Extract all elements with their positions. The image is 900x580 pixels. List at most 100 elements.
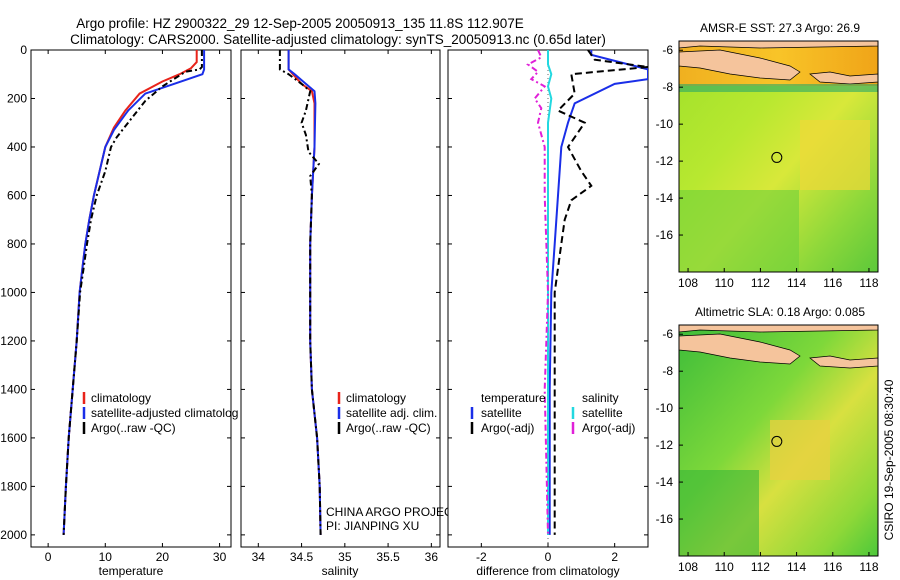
legend-label-temp-satellite: satellite [481,406,522,420]
xtick-label: 10 [99,550,113,564]
sst-warm-patch [800,120,870,190]
legend-label-temp-argo: Argo(-adj) [481,421,534,435]
panel-temperature-frame [30,49,232,548]
map-ytick-label: -8 [662,364,673,378]
legend-difference: temperature satellite Argo(-adj) salinit… [470,391,635,435]
series-line-satellite [546,50,553,535]
map-xtick-label: 118 [859,276,878,290]
legend-salinity: climatology satellite adj. clim. Argo(..… [337,391,437,435]
xtick-label: 20 [156,550,170,564]
series-group [62,50,206,535]
xlabel-temperature: temperature [99,564,164,578]
xtick-label: 30 [213,550,227,564]
map-sla: Altimetric SLA: 0.18 Argo: 0.085 108 110 1… [656,305,879,574]
ytick-label: 1600 [0,431,27,445]
xlabel-salinity: salinity [322,564,359,578]
ytick-label: 1000 [0,285,27,299]
sla-land-java [679,333,801,365]
xtick-label: 0 [545,550,552,564]
xtick-label: 35 [338,550,352,564]
map-sst-title: AMSR-E SST: 27.3 Argo: 26.9 [700,21,860,35]
ytick-label: 1200 [0,334,27,348]
series-line-satellite [548,50,648,535]
panel-salinity-frame [240,49,441,548]
ytick-label: 1400 [0,382,27,396]
annotation-project: CHINA ARGO PROJECT [326,505,461,519]
sst-land-java [679,49,801,81]
ytick-label: 800 [7,237,27,251]
map-ytick-label: -14 [656,475,674,489]
map-sst: AMSR-E SST: 27.3 Argo: 26.9 108 110 112 114… [656,21,879,290]
map-xtick-label: 108 [678,560,698,574]
legend-temperature: climatology satellite-adjusted climatolo… [82,391,238,435]
map-xtick-label: 112 [751,276,770,290]
map-ytick-label: -10 [656,401,674,415]
map-ytick-label: -10 [656,117,674,131]
xtick-label: 2 [611,550,618,564]
panel-salinity: 34 34.5 35 35.5 36 salinity CHINA ARGO PROJE… [240,49,461,578]
title-line-1: Argo profile: HZ 2900322_29 12-Sep-2005 … [76,16,524,31]
map-xtick-label: 108 [678,276,698,290]
series-line-argo-adj- [553,50,648,535]
panel-difference-plot: -2 0 2 [448,49,648,564]
map-sst-frame [678,40,879,273]
series-line-argo-adj- [526,50,550,535]
legend-label-climatology: climatology [91,391,151,405]
panel-temperature: 0 10 20 30 0 200 400 600 800 1000 1200 1400 1600 1800… [0,43,232,578]
annotation-pi: PI: JIANPING XU [326,519,419,533]
ytick-label: 200 [7,91,27,105]
map-xtick-label: 114 [787,276,806,290]
map-sla-ticks: 108 110 112 114 116 118 -6 -8 -10 -12 -14 -16 [656,327,879,574]
xtick-label: 35.5 [376,550,400,564]
series-line-argo-raw-qc- [278,50,322,535]
legend-header-temperature: temperature [481,391,546,405]
sst-coastal-band [679,84,878,92]
map-xtick-label: 118 [859,560,878,574]
map-ytick-label: -6 [662,327,673,341]
xtick-label: 0 [45,550,52,564]
series-line-argo-raw-qc- [62,50,203,535]
map-sst-ticks: 108 110 112 114 116 118 -6 -8 -10 -12 -14 -16 [656,43,879,290]
xlabel-difference: difference from climatology [476,564,619,578]
xtick-label: 34 [252,550,266,564]
legend-label-argo: Argo(..raw -QC) [91,421,176,435]
sla-land-bali [809,355,878,369]
legend-label-sal-sat: satellite [582,406,623,420]
side-timestamp: CSIRO 19-Sep-2005 08:30:40 [882,379,896,540]
panel-salinity-plot: 34 34.5 35 35.5 36 [241,49,440,564]
xtick-label: -2 [476,550,487,564]
map-xtick-label: 114 [787,560,806,574]
map-xtick-label: 112 [751,560,770,574]
legend-label-sal-climatology: climatology [346,391,406,405]
sst-cool-patch [679,190,799,272]
map-ytick-label: -12 [656,154,674,168]
map-sla-title: Altimetric SLA: 0.18 Argo: 0.085 [695,305,865,319]
map-xtick-label: 116 [823,276,842,290]
legend-header-salinity: salinity [582,391,619,405]
argo-marker-sla [771,435,783,447]
sla-low-patch [679,470,759,556]
series-group [526,50,648,535]
map-ytick-label: -12 [656,438,674,452]
map-xtick-label: 110 [715,276,734,290]
xtick-label: 34.5 [290,550,314,564]
map-xtick-label: 116 [823,560,842,574]
panel-temperature-plot: 0 10 20 30 0 200 400 600 800 1000 1200 1400 1600 1800… [0,43,231,564]
legend-label-sal-argo: Argo(..raw -QC) [346,421,431,435]
argo-marker-sst [771,151,783,163]
ytick-label: 600 [7,188,27,202]
legend-label-satellite-adjusted: satellite-adjusted climatolog [91,406,238,420]
sla-high-patch [770,420,830,480]
series-group [278,50,322,535]
title-line-2: Climatology: CARS2000. Satellite-adjuste… [70,32,606,47]
legend-label-sal-argo-adj: Argo(-adj) [582,421,635,435]
ytick-label: 0 [20,43,27,57]
map-ytick-label: -14 [656,191,674,205]
sst-land-north [679,41,878,49]
panel-difference: -2 0 2 difference from climatology [447,49,649,578]
xtick-label: 36 [425,550,439,564]
sla-land-north [679,325,878,333]
map-xtick-label: 110 [715,560,734,574]
map-ytick-label: -16 [656,512,674,526]
